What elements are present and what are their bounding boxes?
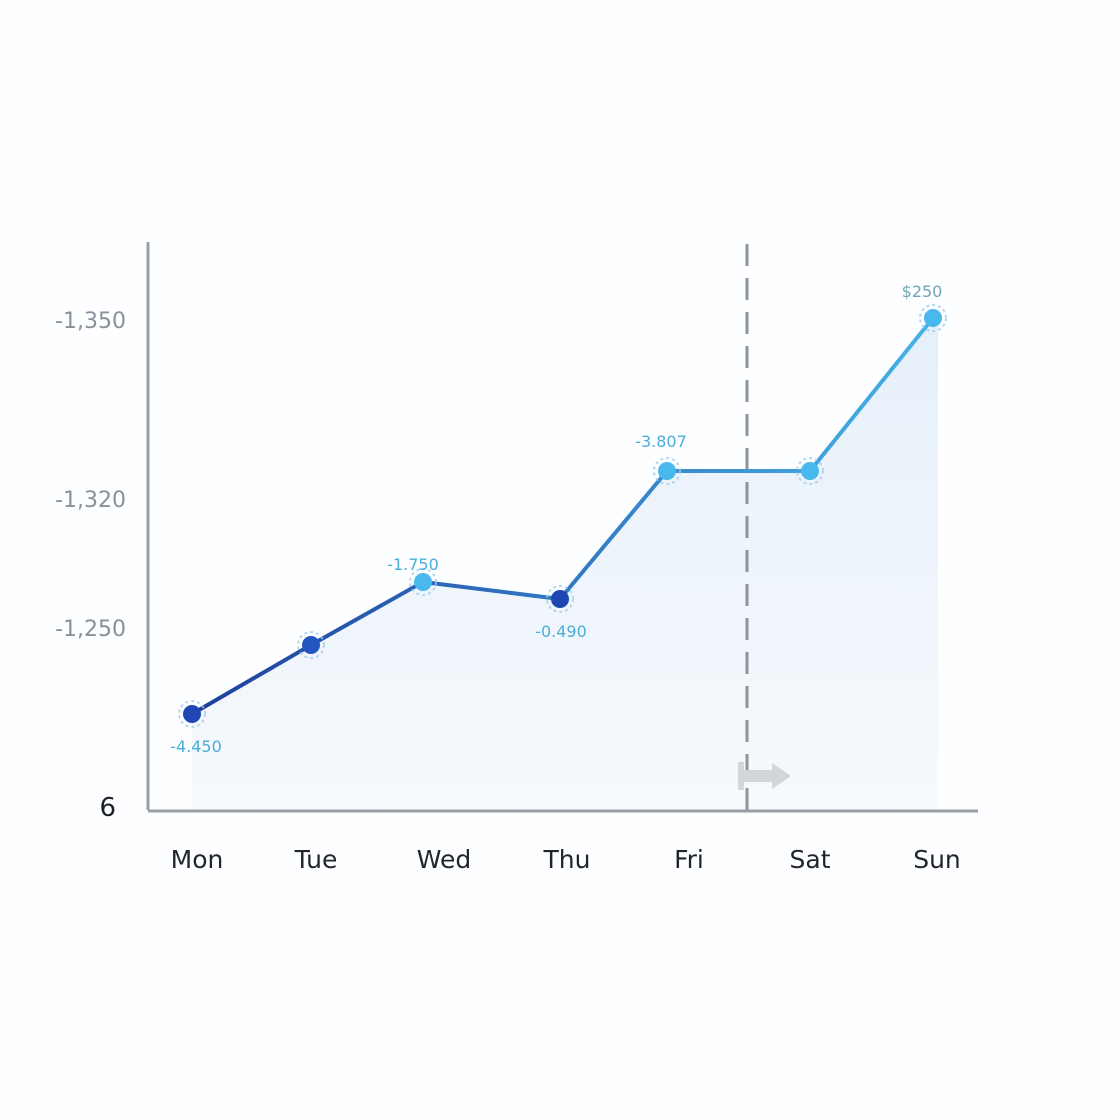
data-label-thu: -0.490	[535, 622, 587, 641]
area-fill	[192, 318, 938, 810]
x-tick-label-tue: Tue	[294, 845, 338, 874]
marker-layer	[738, 244, 791, 810]
y-tick-label: 6	[99, 793, 116, 823]
x-tick-label-wed: Wed	[417, 845, 472, 874]
data-point-thu[interactable]	[546, 585, 574, 613]
y-tick-label: -1,320	[55, 488, 126, 513]
x-tick-label-mon: Mon	[171, 845, 224, 874]
data-point-fri[interactable]	[653, 457, 681, 485]
data-point-wed[interactable]	[409, 568, 437, 596]
tick-layer: -1,350 -1,320 -1,250 6 Mon Tue Wed Thu Fri Sat Sun	[55, 309, 961, 874]
x-tick-label-sat: Sat	[790, 845, 831, 874]
point-layer	[178, 304, 947, 728]
y-tick-label: -1,350	[55, 309, 126, 334]
axis-layer	[146, 242, 978, 813]
area-layer	[192, 318, 938, 810]
data-point-sat[interactable]	[796, 457, 824, 485]
x-tick-label-thu: Thu	[543, 845, 591, 874]
data-label-mon: -4.450	[170, 737, 222, 756]
data-point-mon[interactable]	[178, 700, 206, 728]
data-label-fri: -3.807	[635, 432, 687, 451]
data-point-tue[interactable]	[297, 631, 325, 659]
arrow-right-icon	[738, 762, 791, 790]
label-layer: -4.450 -1.750 -0.490 -3.807 $250	[170, 282, 942, 756]
data-point-sun[interactable]	[919, 304, 947, 332]
data-label-wed: -1.750	[387, 555, 439, 574]
data-label-sun: $250	[902, 282, 943, 301]
x-tick-label-fri: Fri	[674, 845, 704, 874]
y-tick-label: -1,250	[55, 617, 126, 642]
x-tick-label-sun: Sun	[913, 845, 961, 874]
